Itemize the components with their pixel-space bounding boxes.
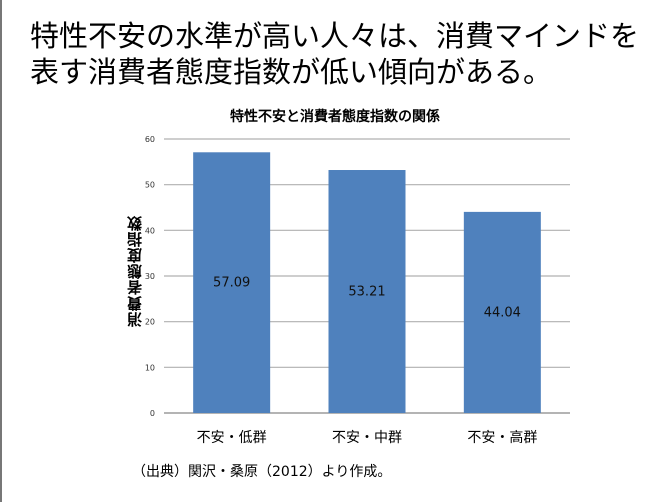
chart-title: 特性不安と消費者態度指数の関係 bbox=[230, 109, 440, 125]
y-tick-label: 50 bbox=[145, 181, 155, 190]
bar bbox=[193, 152, 271, 413]
x-tick-label: 不安・高群 bbox=[467, 429, 537, 446]
source-note: （出典）関沢・桑原（2012）より作成。 bbox=[132, 464, 392, 480]
data-label: 53.21 bbox=[348, 285, 385, 300]
data-label: 57.09 bbox=[213, 276, 250, 291]
y-tick-label: 0 bbox=[150, 409, 155, 418]
bar bbox=[463, 211, 541, 413]
data-label: 44.04 bbox=[484, 305, 521, 320]
y-tick-label: 20 bbox=[145, 318, 155, 327]
x-tick-label: 不安・低群 bbox=[197, 430, 267, 446]
bar bbox=[328, 170, 406, 413]
y-tick-label: 40 bbox=[145, 226, 155, 235]
x-tick-label: 不安・中群 bbox=[332, 430, 402, 446]
headline-line-2: 表す消費者態度指数が低い傾向がある。 bbox=[30, 55, 553, 89]
y-tick-label: 30 bbox=[145, 272, 155, 281]
headline-line-1: 特性不安の水準が高い人々は、消費マインドを bbox=[30, 19, 640, 53]
slide-headline: 特性不安の水準が高い人々は、消費マインドを 表す消費者態度指数が低い傾向がある。 bbox=[30, 18, 639, 90]
slide-left-border bbox=[0, 0, 2, 502]
y-tick-label: 60 bbox=[145, 135, 155, 144]
y-tick-label: 10 bbox=[145, 363, 155, 372]
